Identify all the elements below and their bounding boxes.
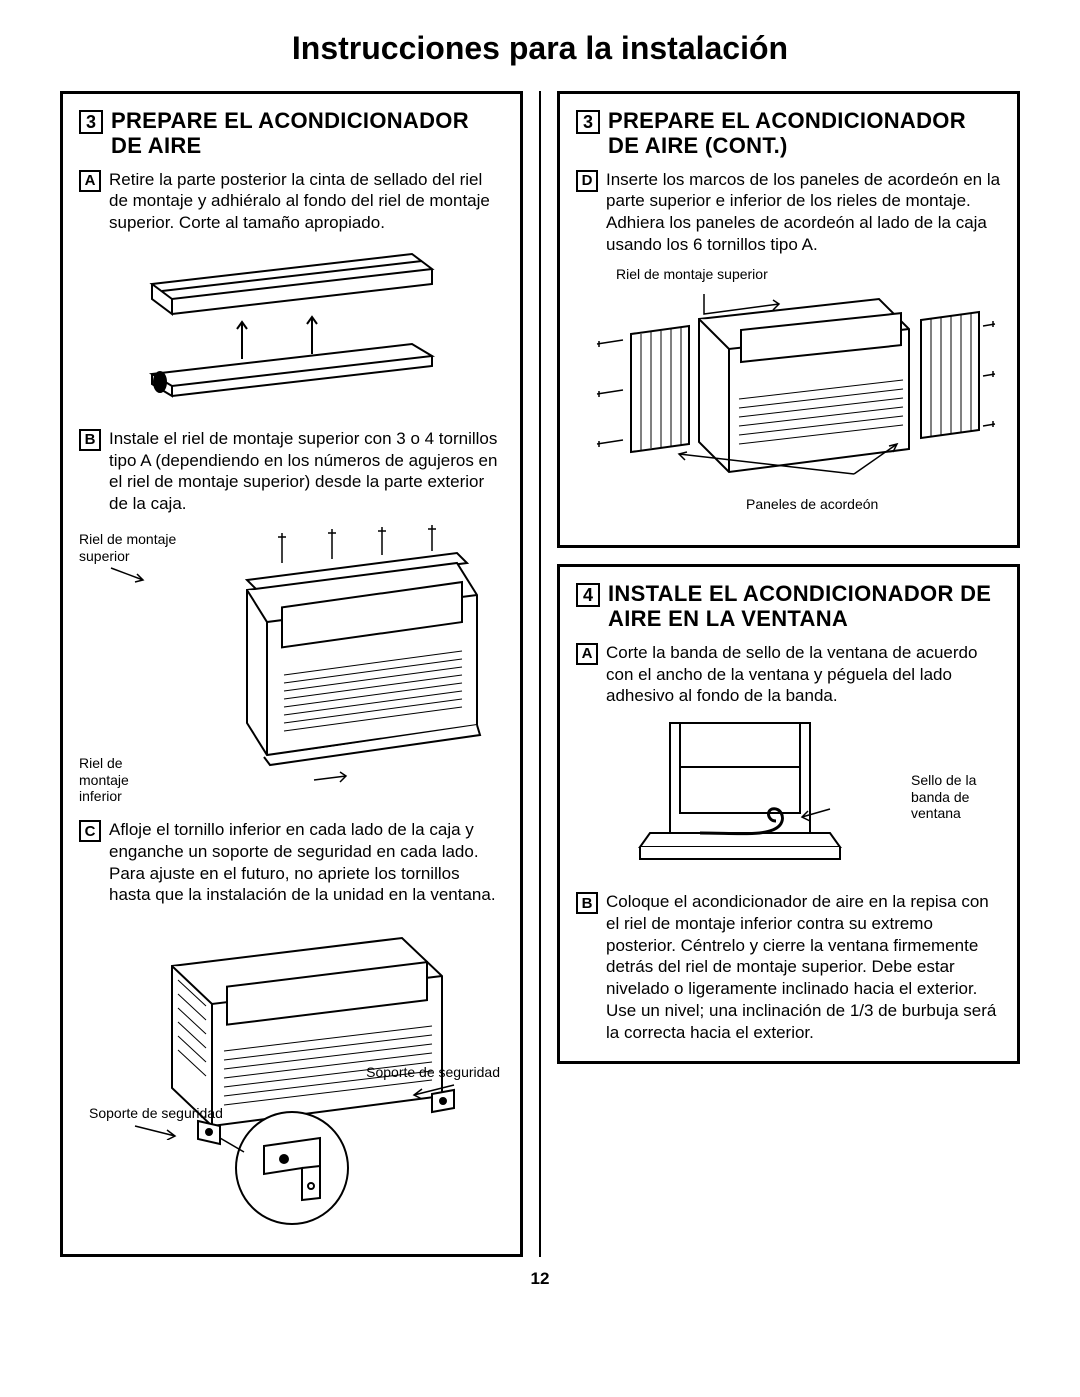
substep-letter: A (79, 170, 101, 192)
callout-accordion: Paneles de acordeón (746, 496, 878, 512)
figure-accordion-panels: Riel de montaje superior (576, 266, 1001, 514)
panel-header: 4 INSTALE EL ACONDICIONADOR DE AIRE EN L… (576, 581, 1001, 632)
substep-text: Afloje el tornillo inferior en cada lado… (109, 819, 504, 906)
callout-bracket-left: Soporte de seguridad (89, 1105, 223, 1121)
panel-install-window: 4 INSTALE EL ACONDICIONADOR DE AIRE EN L… (557, 564, 1020, 1064)
window-illustration (630, 717, 850, 877)
callout-top-rail: Riel de montaje superior (79, 531, 176, 564)
panel-header: 3 PREPARE EL ACONDICIONADOR DE AIRE (79, 108, 504, 159)
substep-a: A Retire la parte posterior la cinta de … (79, 169, 504, 234)
substep-text: Instale el riel de montaje superior con … (109, 428, 504, 515)
substep-letter: B (576, 892, 598, 914)
step-number-box: 3 (576, 110, 600, 134)
panel-title: INSTALE EL ACONDICIONADOR DE AIRE EN LA … (608, 581, 1001, 632)
page-title: Instrucciones para la instalación (60, 30, 1020, 67)
panel-prepare-ac: 3 PREPARE EL ACONDICIONADOR DE AIRE A Re… (60, 91, 523, 1257)
substep-letter: B (79, 429, 101, 451)
substep-b: B Instale el riel de montaje superior co… (79, 428, 504, 515)
panel-title: PREPARE EL ACONDICIONADOR DE AIRE (CONT.… (608, 108, 1001, 159)
panel-header: 3 PREPARE EL ACONDICIONADOR DE AIRE (CON… (576, 108, 1001, 159)
step-number-box: 4 (576, 583, 600, 607)
columns: 3 PREPARE EL ACONDICIONADOR DE AIRE A Re… (60, 91, 1020, 1257)
step-number-box: 3 (79, 110, 103, 134)
substep-c: C Afloje el tornillo inferior en cada la… (79, 819, 504, 906)
ac-unit-illustration (192, 525, 492, 785)
accordion-illustration (579, 284, 999, 514)
substep-letter: C (79, 820, 101, 842)
substep-b: B Coloque el acondicionador de aire en l… (576, 891, 1001, 1043)
figure-safety-bracket: Soporte de seguridad Soporte de segurida… (79, 916, 504, 1236)
substep-text: Corte la banda de sello de la ventana de… (606, 642, 1001, 707)
figure-rail-tape (79, 244, 504, 414)
left-column: 3 PREPARE EL ACONDICIONADOR DE AIRE A Re… (60, 91, 523, 1257)
panel-prepare-ac-cont: 3 PREPARE EL ACONDICIONADOR DE AIRE (CON… (557, 91, 1020, 548)
substep-text: Retire la parte posterior la cinta de se… (109, 169, 504, 234)
right-column: 3 PREPARE EL ACONDICIONADOR DE AIRE (CON… (557, 91, 1020, 1257)
callout-top-rail: Riel de montaje superior (616, 266, 768, 282)
callout-bottom-rail: Riel de montaje inferior (79, 755, 129, 805)
substep-text: Coloque el acondicionador de aire en la … (606, 891, 1001, 1043)
panel-title: PREPARE EL ACONDICIONADOR DE AIRE (111, 108, 504, 159)
callout-seal: Sello de la banda de ventana (911, 772, 976, 822)
substep-d: D Inserte los marcos de los paneles de a… (576, 169, 1001, 256)
figure-window-seal: Sello de la banda de ventana (576, 717, 1001, 877)
callout-bracket-right: Soporte de seguridad (366, 1064, 500, 1080)
rail-tape-illustration (112, 244, 472, 414)
substep-letter: A (576, 643, 598, 665)
substep-a: A Corte la banda de sello de la ventana … (576, 642, 1001, 707)
substep-text: Inserte los marcos de los paneles de aco… (606, 169, 1001, 256)
column-divider (539, 91, 541, 1257)
figure-ac-top-rail: Riel de montaje superior (79, 525, 504, 805)
substep-letter: D (576, 170, 598, 192)
page: Instrucciones para la instalación 3 PREP… (0, 0, 1080, 1309)
page-number: 12 (60, 1269, 1020, 1289)
